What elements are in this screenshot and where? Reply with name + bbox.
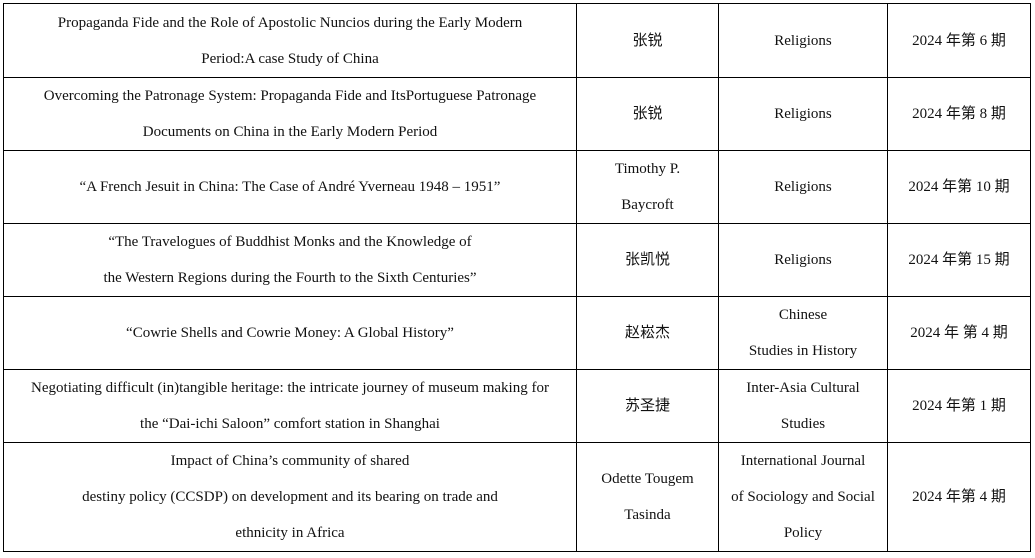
table-row: “Cowrie Shells and Cowrie Money: A Globa… xyxy=(3,296,1031,370)
issue-cell: 2024 年第 1 期 xyxy=(887,369,1031,443)
cell-line: Religions xyxy=(774,252,832,268)
cell-line: 2024 年第 4 期 xyxy=(912,489,1006,505)
cell-line: Period:A case Study of China xyxy=(201,50,379,67)
title-cell: “A French Jesuit in China: The Case of A… xyxy=(3,150,577,224)
cell-line: Odette Tougem xyxy=(601,471,694,487)
issue-cell: 2024 年第 8 期 xyxy=(887,77,1031,151)
cell-line: 张锐 xyxy=(632,32,663,49)
author-cell: 赵崧杰 xyxy=(576,296,719,370)
cell-line: Inter-Asia Cultural xyxy=(746,380,860,396)
cell-line: ethnicity in Africa xyxy=(235,525,345,541)
cell-line: Studies in History xyxy=(748,343,858,359)
issue-cell: 2024 年 第 4 期 xyxy=(887,296,1031,370)
author-cell: Odette Tougem Tasinda xyxy=(576,442,719,552)
journal-cell: Religions xyxy=(718,223,888,297)
table-row: Impact of China’s community of shared des… xyxy=(3,442,1031,552)
journal-cell: Inter-Asia Cultural Studies xyxy=(718,369,888,443)
title-cell: “The Travelogues of Buddhist Monks and t… xyxy=(3,223,577,297)
issue-cell: 2024 年第 15 期 xyxy=(887,223,1031,297)
author-cell: 张锐 xyxy=(576,3,719,78)
cell-line: Overcoming the Patronage System: Propaga… xyxy=(43,88,537,104)
table-row: Propaganda Fide and the Role of Apostoli… xyxy=(3,3,1031,78)
cell-line: Studies xyxy=(780,416,826,432)
cell-line: 2024 年第 10 期 xyxy=(908,179,1010,195)
cell-line: 2024 年第 8 期 xyxy=(912,106,1006,122)
journal-cell: Religions xyxy=(718,3,888,78)
cell-line: “A French Jesuit in China: The Case of A… xyxy=(79,179,501,195)
title-cell: “Cowrie Shells and Cowrie Money: A Globa… xyxy=(3,296,577,370)
cell-line: of Sociology and Social xyxy=(731,489,875,505)
cell-line: 苏圣捷 xyxy=(624,398,670,414)
cell-line: Religions xyxy=(774,179,832,195)
cell-line: the Western Regions during the Fourth to… xyxy=(103,270,477,286)
cell-line: Negotiating difficult (in)tangible herit… xyxy=(31,380,549,396)
table-row: Negotiating difficult (in)tangible herit… xyxy=(3,369,1031,443)
author-cell: 张凯悦 xyxy=(576,223,719,297)
cell-line: Religions xyxy=(774,106,832,122)
cell-line: 2024 年第 1 期 xyxy=(912,398,1006,414)
cell-line: 张锐 xyxy=(632,106,663,122)
cell-line: 赵崧杰 xyxy=(624,325,670,341)
cell-line: Policy xyxy=(783,525,823,541)
author-cell: Timothy P. Baycroft xyxy=(576,150,719,224)
journal-cell: Chinese Studies in History xyxy=(718,296,888,370)
cell-line: Religions xyxy=(774,32,832,49)
cell-line: 张凯悦 xyxy=(624,252,670,268)
journal-cell: International Journal of Sociology and So… xyxy=(718,442,888,552)
table-row: “The Travelogues of Buddhist Monks and t… xyxy=(3,223,1031,297)
cell-line: Timothy P. xyxy=(614,161,681,177)
title-cell: Impact of China’s community of shared des… xyxy=(3,442,577,552)
cell-line: 2024 年 第 4 期 xyxy=(910,325,1008,341)
cell-line: Chinese xyxy=(778,307,828,323)
cell-line: “Cowrie Shells and Cowrie Money: A Globa… xyxy=(126,325,454,341)
author-cell: 苏圣捷 xyxy=(576,369,719,443)
cell-line: Documents on China in the Early Modern P… xyxy=(142,124,438,140)
issue-cell: 2024 年第 10 期 xyxy=(887,150,1031,224)
title-cell: Negotiating difficult (in)tangible herit… xyxy=(3,369,577,443)
cell-line: “The Travelogues of Buddhist Monks and t… xyxy=(108,234,472,250)
issue-cell: 2024 年第 6 期 xyxy=(887,3,1031,78)
issue-cell: 2024 年第 4 期 xyxy=(887,442,1031,552)
cell-line: Impact of China’s community of shared xyxy=(170,453,410,469)
title-cell: Propaganda Fide and the Role of Apostoli… xyxy=(3,3,577,78)
table-row: “A French Jesuit in China: The Case of A… xyxy=(3,150,1031,224)
table-row: Overcoming the Patronage System: Propaga… xyxy=(3,77,1031,151)
table-body: Propaganda Fide and the Role of Apostoli… xyxy=(3,3,1031,552)
author-cell: 张锐 xyxy=(576,77,719,151)
cell-line: Baycroft xyxy=(621,197,674,213)
cell-line: 2024 年第 6 期 xyxy=(912,32,1006,49)
title-cell: Overcoming the Patronage System: Propaga… xyxy=(3,77,577,151)
cell-line: 2024 年第 15 期 xyxy=(908,252,1010,268)
journal-cell: Religions xyxy=(718,150,888,224)
cell-line: destiny policy (CCSDP) on development an… xyxy=(82,489,498,505)
cell-line: Tasinda xyxy=(624,507,671,523)
cell-line: the “Dai-ichi Saloon” comfort station in… xyxy=(140,416,440,432)
cell-line: International Journal xyxy=(740,453,866,469)
paper-table: Propaganda Fide and the Role of Apostoli… xyxy=(3,3,1031,552)
journal-cell: Religions xyxy=(718,77,888,151)
cell-line: Propaganda Fide and the Role of Apostoli… xyxy=(57,14,523,31)
